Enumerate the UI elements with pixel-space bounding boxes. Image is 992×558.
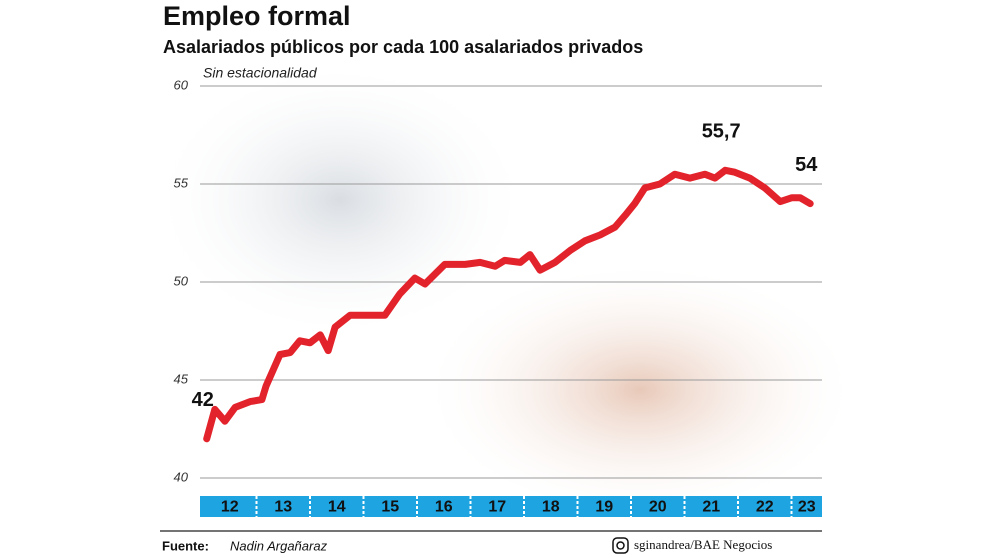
y-tick-label: 60 [174, 77, 189, 92]
credit: sginandrea/BAE Negocios [634, 537, 772, 552]
background-photo [150, 60, 530, 340]
x-tick-label: 21 [702, 499, 720, 516]
instagram-icon [612, 537, 629, 554]
x-tick-label: 19 [595, 499, 613, 516]
data-line [203, 166, 814, 443]
x-tick-label: 15 [381, 499, 399, 516]
y-tick-label: 45 [174, 371, 189, 386]
x-tick-label: 16 [435, 499, 453, 516]
x-tick-label: 20 [649, 499, 667, 516]
note: Sin estacionalidad [203, 65, 318, 81]
value-label: 54 [795, 154, 818, 176]
chart-title: Empleo formal [163, 1, 351, 31]
y-tick-label: 40 [174, 469, 189, 484]
x-axis-band [200, 496, 822, 517]
value-label: 42 [192, 389, 214, 411]
source: Nadin Argañaraz [230, 538, 328, 553]
value-label: 55,7 [702, 121, 741, 143]
background-photo [420, 260, 860, 520]
x-tick-label: 18 [542, 499, 560, 516]
y-tick-label: 50 [174, 273, 189, 288]
y-tick-label: 55 [174, 175, 189, 190]
x-tick-label: 14 [328, 499, 346, 516]
chart-subtitle: Asalariados públicos por cada 100 asalar… [163, 37, 643, 57]
source-label: Fuente: [162, 538, 209, 553]
x-tick-label: 12 [221, 499, 239, 516]
x-tick-label: 13 [274, 499, 292, 516]
x-tick-label: 22 [756, 499, 774, 516]
x-tick-label: 23 [798, 499, 816, 516]
x-tick-label: 17 [488, 499, 506, 516]
instagram-icon [616, 541, 625, 550]
